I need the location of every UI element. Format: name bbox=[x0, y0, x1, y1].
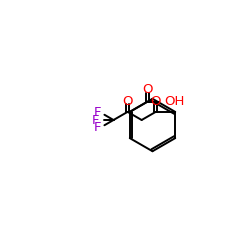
Text: O: O bbox=[122, 95, 133, 108]
Text: F: F bbox=[94, 106, 101, 119]
Text: O: O bbox=[150, 95, 161, 108]
Text: OH: OH bbox=[164, 95, 184, 108]
Text: O: O bbox=[142, 83, 153, 96]
Text: F: F bbox=[94, 121, 101, 134]
Text: F: F bbox=[92, 114, 100, 126]
